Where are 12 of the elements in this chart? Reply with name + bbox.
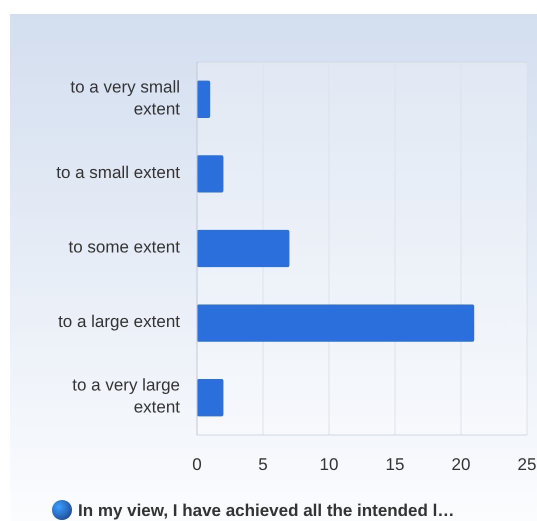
x-tick-label: 15 [386,455,404,474]
y-tick-label: to a very large extent [72,376,180,418]
y-tick-label: to some extent [68,238,180,257]
x-tick-label: 25 [518,455,536,474]
y-tick-label: to a small extent [56,163,180,182]
y-tick-label: to a very small extent [70,78,180,119]
legend-label: In my view, I have achieved all the intended l… [78,501,454,520]
x-tick-label: 0 [192,455,202,474]
x-tick-label: 10 [320,455,338,474]
x-tick-label: 20 [452,455,470,474]
y-tick-label: to a large extent [58,312,180,332]
x-tick-label: 5 [258,455,268,474]
